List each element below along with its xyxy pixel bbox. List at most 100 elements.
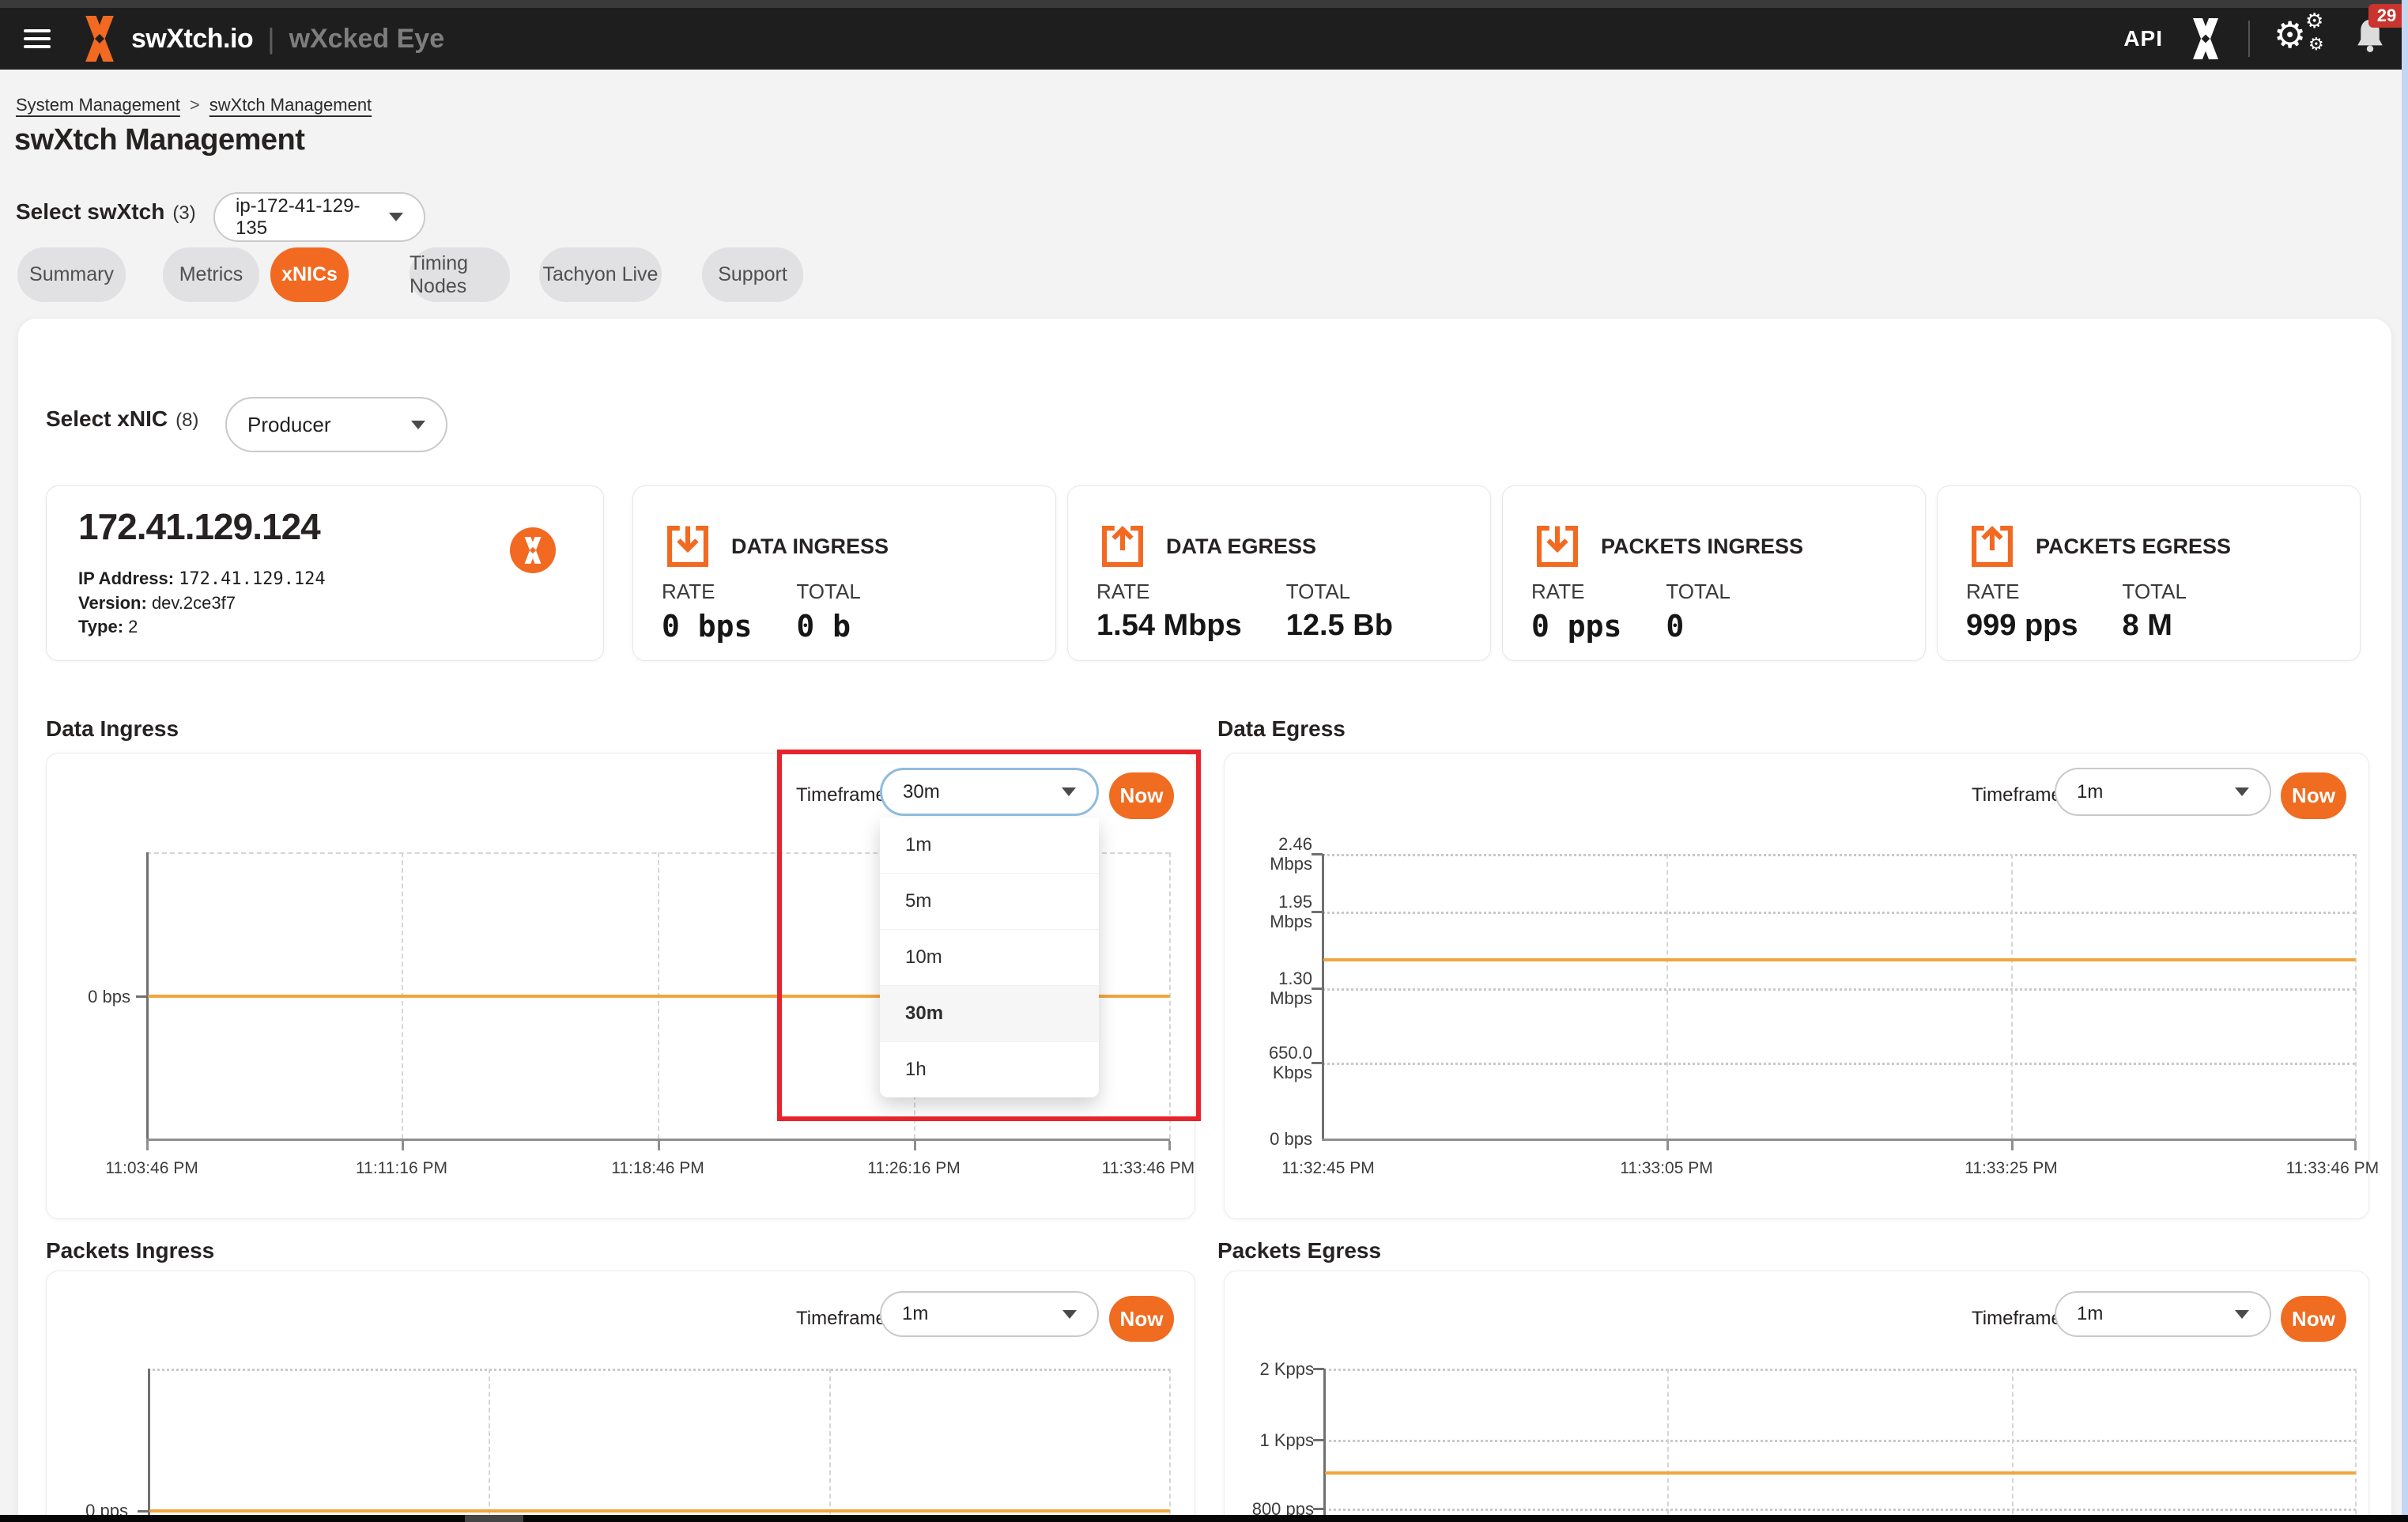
y-axis-label: 2.46 Mbps: [1217, 834, 1312, 874]
gridline: [1322, 1063, 2356, 1065]
notifications-bell[interactable]: 29: [2353, 4, 2405, 61]
swxtch-select[interactable]: ip-172-41-129-135: [213, 192, 425, 242]
tab-tachyon-live[interactable]: Tachyon Live: [539, 247, 662, 302]
packets-ingress-stats: RATE 0 pps TOTAL 0: [1531, 580, 1731, 644]
packets-egress-now-button[interactable]: Now: [2281, 1296, 2346, 1342]
menu-item-1m[interactable]: 1m: [880, 818, 1099, 874]
x-axis-label: 11:26:16 PM: [867, 1159, 961, 1177]
y-axis-label: 0 bps: [1270, 1129, 1312, 1149]
x-axis-label: 11:11:16 PM: [356, 1159, 447, 1177]
rate-label: RATE: [662, 580, 715, 603]
y-tick: [1313, 1508, 1324, 1510]
menu-item-1h[interactable]: 1h: [905, 1059, 927, 1080]
tab-summary[interactable]: Summary: [17, 247, 126, 302]
gridline: [1169, 1369, 1171, 1522]
y-label-line1: 2.46: [1278, 834, 1312, 854]
swxtch-x-icon: [524, 537, 542, 564]
data-ingress-now-button[interactable]: Now: [1109, 772, 1174, 819]
data-ingress-timeframe-select[interactable]: 30m: [880, 768, 1099, 816]
y-label-line1: 650.0: [1268, 1043, 1312, 1063]
horizontal-scrollbar-thumb[interactable]: [465, 1515, 523, 1522]
data-egress-chart-card: [1224, 753, 2369, 1219]
y-tick: [1312, 853, 1323, 855]
data-egress-timeframe-select[interactable]: 1m: [2055, 768, 2271, 816]
gridline: [2012, 1369, 2014, 1522]
device-xnic-button[interactable]: [510, 527, 556, 573]
device-ip-title: 172.41.129.124: [78, 506, 321, 547]
data-egress-series-line: [1323, 958, 2356, 961]
packets-ingress-timeframe-select[interactable]: 1m: [880, 1291, 1099, 1337]
chevron-down-icon: [1062, 787, 1076, 796]
vertical-scrollbar[interactable]: [2402, 0, 2408, 1522]
menu-item-10m[interactable]: 10m: [880, 930, 1099, 986]
product-name: wXcked Eye: [289, 23, 445, 54]
page-title: swXtch Management: [14, 123, 305, 157]
tab-support[interactable]: Support: [702, 247, 803, 302]
gridline: [1323, 1509, 2356, 1511]
x-tick: [1168, 1141, 1171, 1150]
packets-egress-title: PACKETS EGRESS: [2036, 534, 2232, 558]
tab-xnics[interactable]: xNICs: [270, 247, 349, 302]
brand-name: swXtch.io: [131, 23, 254, 54]
x-tick: [914, 1141, 916, 1150]
timeframe-label: Timeframe: [1972, 1308, 2062, 1329]
chevron-down-icon: [389, 213, 403, 221]
packets-ingress-now-button[interactable]: Now: [1109, 1296, 1174, 1342]
total-label: TOTAL: [1666, 580, 1731, 603]
swxtch-quick-icon[interactable]: [2187, 18, 2225, 59]
type-label: Type:: [78, 617, 124, 636]
gear-tiny-icon: ⚙: [2308, 34, 2324, 54]
chevron-down-icon: [2235, 787, 2249, 796]
y-axis-label: 1.30 Mbps: [1217, 969, 1312, 1008]
data-egress-now-button[interactable]: Now: [2281, 772, 2346, 819]
ip-address-label: IP Address:: [78, 568, 175, 588]
x-tick: [402, 1141, 404, 1150]
data-egress-title: DATA EGRESS: [1166, 534, 1317, 558]
total-value: 12.5 Bb: [1285, 609, 1393, 642]
window-top-strip: [0, 0, 2408, 8]
tab-metrics[interactable]: Metrics: [163, 247, 259, 302]
horizontal-scrollbar[interactable]: [0, 1515, 2408, 1522]
brand-block[interactable]: swXtch.io | wXcked Eye: [79, 16, 444, 62]
appbar-divider: [2248, 21, 2250, 57]
swxtch-x-logo-icon: [85, 16, 114, 62]
y-tick: [1313, 1439, 1324, 1441]
data-ingress-head: DATA INGRESS: [662, 524, 889, 568]
packets-egress-timeframe-select[interactable]: 1m: [2055, 1291, 2271, 1337]
select-xnic-label: Select xNIC (8): [46, 406, 198, 432]
breadcrumb-swxtch-management[interactable]: swXtch Management: [209, 95, 372, 115]
y-tick: [1312, 911, 1323, 913]
settings-gears-icon[interactable]: ⚙ ⚙ ⚙: [2274, 10, 2329, 62]
gear-small-icon: ⚙: [2305, 9, 2324, 32]
packets-egress-series-line: [1325, 1471, 2356, 1475]
x-axis: [1322, 1139, 2356, 1141]
menu-item-30m[interactable]: 30m: [880, 986, 1099, 1042]
api-button[interactable]: API: [2123, 26, 2163, 51]
packets-ingress-section-title: Packets Ingress: [46, 1238, 215, 1263]
timeframe-label: Timeframe: [796, 784, 886, 806]
timeframe-value: 30m: [903, 780, 940, 803]
packets-egress-section-title: Packets Egress: [1217, 1238, 1382, 1263]
timeframe-label: Timeframe: [796, 1308, 886, 1329]
hamburger-menu-icon[interactable]: [24, 29, 51, 48]
gridline: [1169, 852, 1171, 1139]
total-value: 8 M: [2122, 609, 2172, 642]
version-label: Version:: [78, 593, 147, 613]
x-axis-label: 11:33:25 PM: [1965, 1159, 2058, 1177]
device-version-row: Version: dev.2ce3f7: [78, 591, 326, 615]
y-label-line1: 1.95: [1278, 892, 1312, 912]
y-axis-label: 1 Kpps: [1259, 1430, 1315, 1450]
y-tick: [136, 995, 147, 998]
xnic-select[interactable]: Producer: [225, 397, 447, 452]
chevron-down-icon: [411, 420, 425, 429]
data-egress-stats: RATE 1.54 Mbps TOTAL 12.5 Bb: [1096, 580, 1393, 643]
appbar-actions: API ⚙ ⚙ ⚙ 29: [2123, 4, 2405, 62]
gear-big-icon: ⚙: [2274, 14, 2307, 55]
menu-item-5m[interactable]: 5m: [880, 874, 1099, 930]
tab-timing-nodes[interactable]: Timing Nodes: [410, 247, 510, 302]
y-label-line2: Mbps: [1270, 912, 1312, 931]
breadcrumb-system-management[interactable]: System Management: [16, 95, 180, 115]
data-ingress-card: DATA INGRESS RATE 0 bps TOTAL 0 b: [632, 485, 1056, 661]
x-axis-label: 11:03:46 PM: [105, 1159, 198, 1177]
timeframe-dropdown-menu: 1m 5m 10m 30m 1h: [880, 818, 1099, 1097]
